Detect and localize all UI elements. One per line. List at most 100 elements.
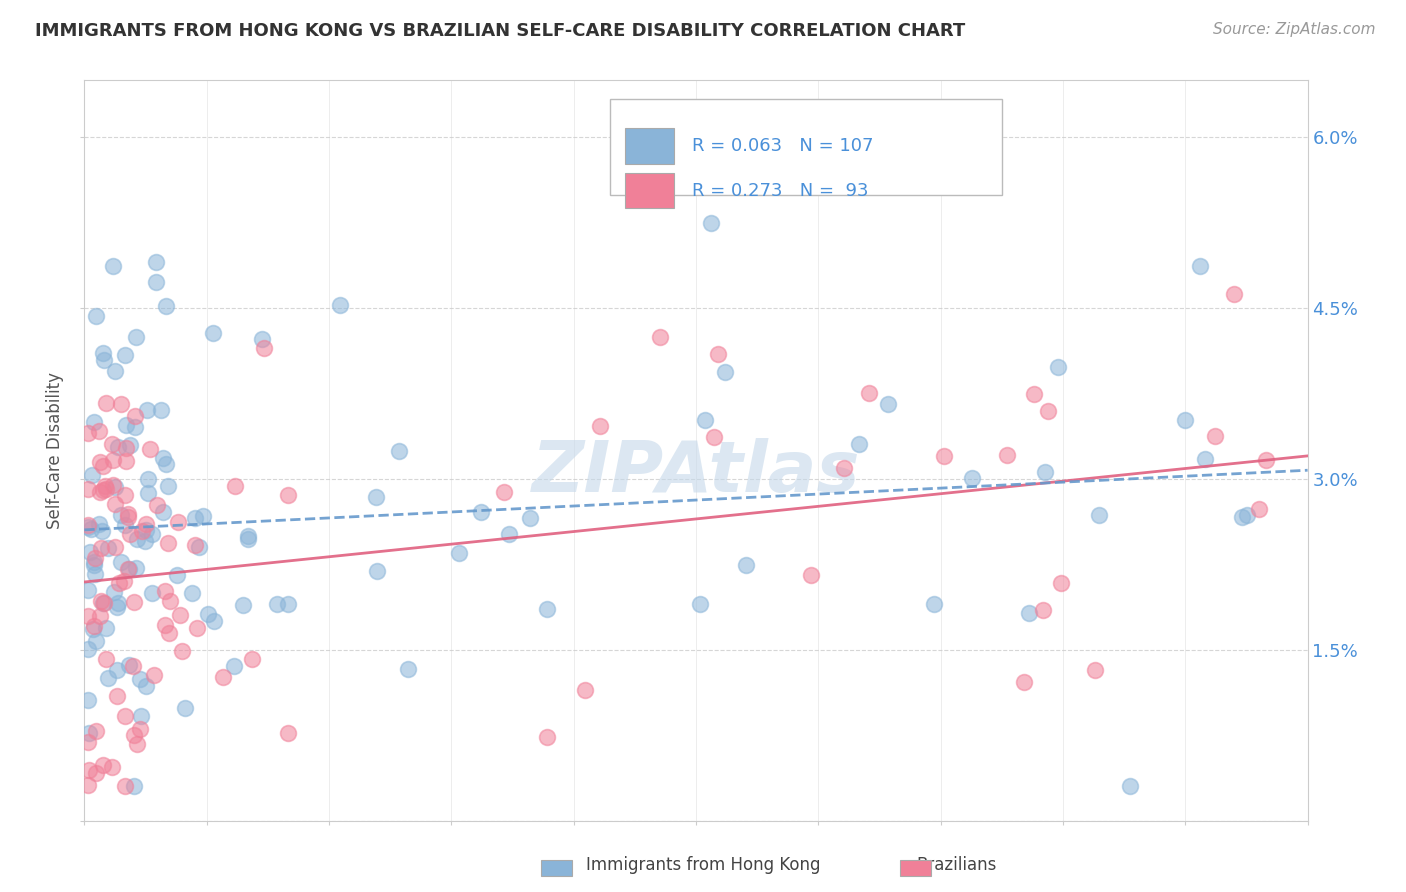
Point (184, 538, 207, 552)
Point (93, 353, 115, 368)
Point (142, 668, 165, 682)
Point (153, 618, 176, 632)
FancyBboxPatch shape (626, 173, 673, 209)
Point (136, 403, 159, 417)
Y-axis label: Self-Care Disability: Self-Care Disability (46, 372, 65, 529)
Point (105, 663, 128, 677)
Point (115, 417, 138, 432)
Point (104, 540, 127, 554)
Point (107, 597, 129, 611)
Point (87, 516, 110, 531)
Point (101, 478, 124, 492)
Point (122, 659, 145, 673)
Point (155, 457, 177, 471)
Point (125, 532, 148, 546)
Point (89, 455, 111, 469)
Point (134, 533, 156, 548)
Point (91, 758, 114, 772)
Point (114, 488, 136, 502)
Point (84, 766, 107, 780)
Point (157, 536, 180, 550)
Point (82, 467, 104, 482)
Point (104, 364, 127, 378)
Point (236, 528, 259, 542)
Point (145, 254, 167, 268)
Point (117, 509, 139, 524)
Point (152, 451, 174, 466)
Text: ZIPAtlas: ZIPAtlas (531, 438, 860, 508)
Point (212, 670, 235, 684)
Point (995, 448, 1018, 462)
Point (145, 498, 167, 512)
Point (77, 641, 100, 656)
Point (110, 555, 132, 569)
Point (202, 614, 225, 628)
Point (700, 216, 723, 230)
Point (253, 341, 276, 355)
Point (714, 365, 737, 379)
Point (197, 607, 219, 621)
Point (138, 472, 160, 486)
Point (858, 385, 880, 400)
Point (277, 597, 299, 611)
Point (79, 726, 101, 740)
Point (139, 442, 162, 456)
Point (398, 662, 420, 676)
Point (94, 482, 117, 496)
Point (77, 426, 100, 441)
Point (703, 430, 725, 444)
Point (89, 485, 111, 500)
Point (1204, 429, 1226, 443)
Point (91, 596, 114, 610)
Point (588, 419, 610, 434)
Point (125, 737, 148, 751)
Point (114, 709, 136, 723)
Point (89, 609, 111, 624)
Point (183, 511, 205, 525)
Point (1050, 576, 1073, 591)
Point (83, 415, 105, 429)
Point (128, 672, 150, 686)
Point (492, 484, 515, 499)
Point (108, 575, 131, 590)
Point (519, 511, 541, 525)
Point (83, 566, 105, 581)
Point (114, 517, 136, 532)
Point (152, 504, 174, 518)
Point (693, 413, 716, 427)
Text: Source: ZipAtlas.com: Source: ZipAtlas.com (1212, 22, 1375, 37)
Point (135, 523, 157, 537)
Point (96, 652, 118, 666)
Point (149, 403, 172, 417)
Point (157, 625, 180, 640)
Point (536, 730, 558, 744)
Point (77, 518, 100, 533)
FancyBboxPatch shape (610, 99, 1002, 195)
Point (1012, 674, 1035, 689)
Point (141, 585, 163, 599)
Point (1230, 509, 1253, 524)
Point (110, 508, 132, 522)
Point (266, 597, 288, 611)
Point (187, 540, 209, 554)
Point (120, 438, 142, 452)
Point (91, 458, 114, 473)
Point (90, 594, 112, 608)
Point (277, 488, 299, 502)
Point (136, 486, 159, 500)
Point (94, 395, 117, 409)
Point (172, 644, 194, 658)
Point (77, 520, 100, 534)
Text: Brazilians: Brazilians (915, 856, 997, 874)
Point (90, 524, 112, 538)
Point (707, 347, 730, 361)
Point (80, 522, 103, 536)
Point (366, 564, 388, 578)
Point (141, 526, 163, 541)
Point (77, 764, 100, 778)
Point (876, 397, 898, 411)
Point (153, 584, 176, 599)
Point (101, 436, 124, 450)
Text: Immigrants from Hong Kong: Immigrants from Hong Kong (586, 856, 820, 874)
Point (169, 607, 191, 622)
